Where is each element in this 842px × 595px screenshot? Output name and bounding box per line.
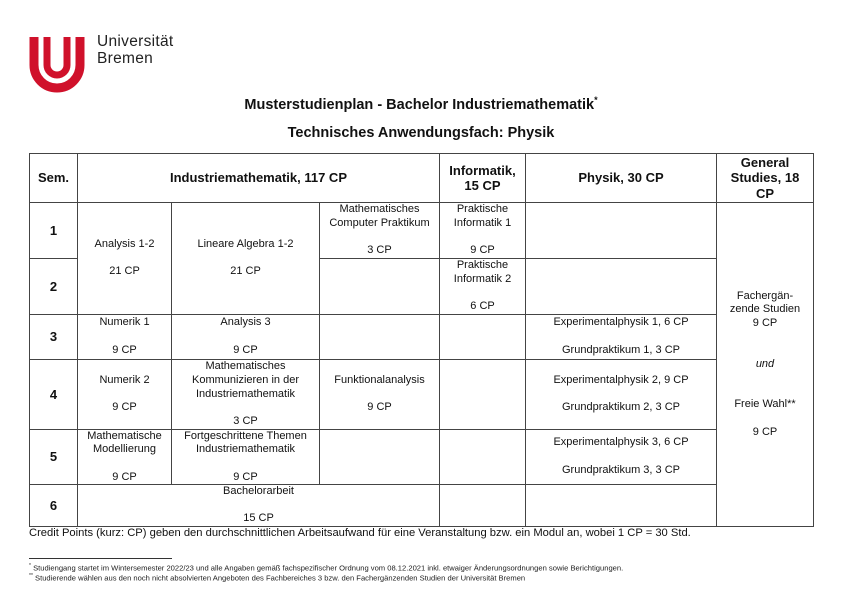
university-name: Universität Bremen: [97, 33, 174, 67]
module-experimentalphysik-3: Experimentalphysik 3, 6 CP Grundpraktiku…: [526, 430, 716, 484]
footnote-2-mark: **: [29, 573, 33, 579]
empty-cell: [440, 360, 525, 429]
module-computer-praktikum: Mathematisches Computer Praktikum 3 CP: [320, 203, 439, 258]
module-praktische-informatik-2: Praktische Informatik 2 6 CP: [440, 259, 525, 314]
module-mathematisches-kommunizieren: Mathematisches Kommunizieren in der Indu…: [172, 360, 319, 429]
footnote-2-text: Studierende wählen aus den noch nicht ab…: [35, 573, 526, 583]
empty-cell: [320, 315, 439, 359]
freie-wahl: Freie Wahl** 9 CP: [734, 398, 796, 438]
footnote-divider: [29, 558, 172, 559]
module-funktionalanalysis: Funktionalanalysis 9 CP: [320, 360, 439, 429]
header-informatik: Informatik, 15 CP: [440, 154, 525, 202]
credit-points-note: Credit Points (kurz: CP) geben den durch…: [29, 527, 691, 539]
footnote-2: ** Studierende wählen aus den noch nicht…: [29, 573, 525, 583]
module-experimentalphysik-1: Experimentalphysik 1, 6 CP Grundpraktiku…: [526, 315, 716, 359]
header-industriemathematik: Industriemathematik, 117 CP: [78, 154, 439, 202]
module-lineare-algebra: Lineare Algebra 1-2 21 CP: [172, 203, 319, 314]
footnote-1-mark: *: [29, 563, 31, 569]
module-mathematische-modellierung: Mathematische Modellierung 9 CP: [78, 430, 171, 484]
module-numerik-2: Numerik 2 9 CP: [78, 360, 171, 429]
empty-cell: [440, 315, 525, 359]
document-subtitle: Technisches Anwendungsfach: Physik: [287, 125, 555, 141]
empty-cell: [526, 485, 716, 526]
module-bachelorarbeit: Bachelorarbeit 15 CP: [78, 485, 439, 526]
study-plan-table: Sem. Industriemathematik, 117 CP Informa…: [29, 153, 814, 527]
empty-cell: [320, 430, 439, 484]
footnote-1-text: Studiengang startet im Wintersemester 20…: [33, 563, 624, 573]
empty-cell: [320, 259, 439, 314]
empty-cell: [526, 259, 716, 314]
document-title: Musterstudienplan - Bachelor Industriema…: [0, 95, 842, 113]
header-sem: Sem.: [30, 154, 77, 202]
semester-4: 4: [30, 360, 77, 429]
footnote-1: * Studiengang startet im Wintersemester …: [29, 563, 623, 573]
header-general-studies: General Studies, 18 CP: [717, 154, 813, 202]
semester-3: 3: [30, 315, 77, 359]
module-experimentalphysik-2: Experimentalphysik 2, 9 CP Grundpraktiku…: [526, 360, 716, 429]
logo-line-1: Universität: [97, 33, 174, 50]
header-physik: Physik, 30 CP: [526, 154, 716, 202]
module-analysis-1-2: Analysis 1-2 21 CP: [78, 203, 171, 314]
general-studies-cell: Fachergän- zende Studien 9 CP und Freie …: [717, 203, 813, 526]
semester-2: 2: [30, 259, 77, 314]
module-numerik-1: Numerik 1 9 CP: [78, 315, 171, 359]
university-logo: [27, 35, 87, 100]
fachergaenzende-studien: Fachergän- zende Studien 9 CP: [729, 289, 801, 329]
title-text: Musterstudienplan - Bachelor Industriema…: [244, 96, 595, 113]
semester-6: 6: [30, 485, 77, 526]
logo-line-2: Bremen: [97, 50, 154, 67]
semester-5: 5: [30, 430, 77, 484]
module-fortgeschrittene-themen: Fortgeschrittene Themen Industriemathema…: [172, 430, 319, 484]
empty-cell: [526, 203, 716, 258]
und-text: und: [755, 357, 775, 370]
module-praktische-informatik-1: Praktische Informatik 1 9 CP: [440, 203, 525, 258]
semester-1: 1: [30, 203, 77, 258]
empty-cell: [440, 485, 525, 526]
module-analysis-3: Analysis 3 9 CP: [172, 315, 319, 359]
empty-cell: [440, 430, 525, 484]
title-footnote-mark: *: [594, 95, 598, 105]
